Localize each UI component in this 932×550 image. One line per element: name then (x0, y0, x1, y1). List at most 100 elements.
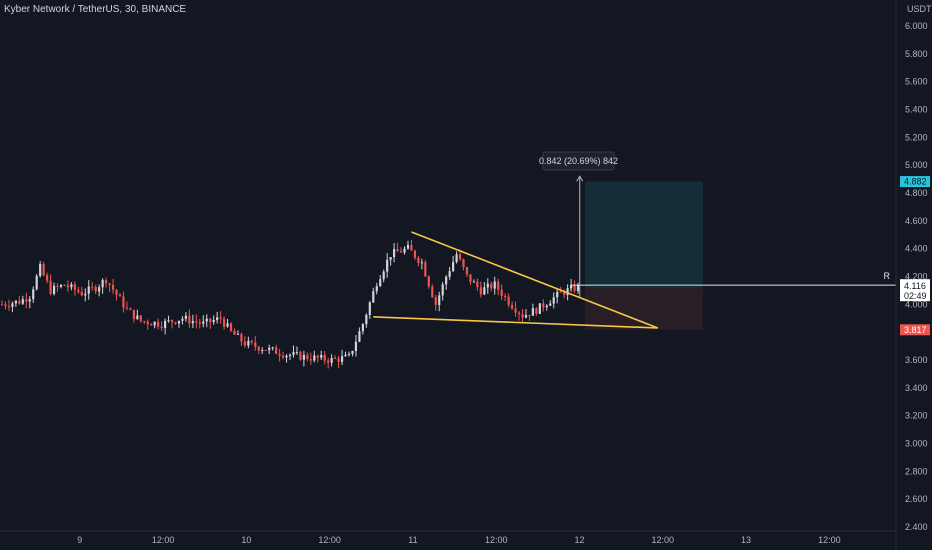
candle-body (98, 287, 101, 292)
candle-body (153, 321, 156, 326)
candle-body (70, 284, 73, 288)
candle-body (465, 267, 469, 275)
candle-body (493, 281, 496, 289)
candle-body (386, 259, 389, 272)
candle-body (163, 320, 167, 328)
y-tick-label: 5.000 (905, 160, 928, 170)
candle-body (59, 284, 63, 287)
candle-body (195, 321, 198, 323)
candle-body (288, 354, 292, 356)
candle-body (524, 314, 528, 318)
candle-body (84, 293, 87, 296)
lower-trendline (373, 316, 658, 329)
candle-body (222, 318, 226, 327)
candle-body (275, 347, 278, 354)
candle-body (337, 358, 340, 362)
candles (0, 239, 580, 369)
candle-body (406, 244, 410, 249)
stop-zone (584, 288, 703, 330)
candle-body (271, 347, 274, 349)
candle-body (250, 340, 253, 343)
candle-body (365, 314, 368, 325)
candle-body (80, 291, 83, 296)
candle-body (132, 309, 135, 319)
x-tick-label: 13 (741, 535, 751, 545)
candle-body (94, 286, 97, 292)
y-tick-label: 3.600 (905, 355, 928, 365)
candle-body (316, 355, 319, 358)
candle-body (399, 251, 403, 253)
candle-body (379, 279, 382, 287)
y-tick-label: 5.800 (905, 49, 928, 59)
candle-body (150, 324, 153, 326)
candle-body (212, 320, 215, 323)
candle-body (28, 299, 31, 302)
candle-body (146, 321, 149, 325)
candle-body (563, 291, 566, 295)
y-tick-label: 3.200 (905, 411, 928, 421)
candle-body (340, 356, 344, 362)
candle-body (25, 299, 28, 302)
candle-body (21, 299, 24, 304)
measure-label-box (542, 151, 615, 171)
candle-body (111, 284, 115, 290)
candle-body (157, 321, 160, 327)
candle-body (531, 308, 535, 316)
candle-body (66, 285, 70, 288)
candle-body (14, 300, 17, 304)
candle-body (292, 352, 295, 355)
candle-body (257, 346, 260, 351)
candle-body (42, 264, 45, 276)
currency-label: USDT (907, 4, 932, 14)
candle-body (469, 274, 472, 282)
target-zone (584, 181, 703, 289)
candle-body (101, 280, 104, 288)
candle-body (410, 244, 413, 251)
candle-body (46, 275, 49, 281)
x-tick-label: 12 (574, 535, 584, 545)
candle-body (347, 353, 351, 355)
y-tick-label: 4.600 (905, 216, 928, 226)
candle-body (240, 333, 243, 342)
candle-body (538, 303, 541, 314)
candle-body (497, 281, 500, 290)
y-tick-label: 4.000 (905, 299, 928, 309)
candle-body (219, 317, 222, 319)
candle-body (545, 305, 548, 308)
candle-body (202, 321, 205, 324)
candle-body (420, 262, 423, 264)
countdown-tag: 02:49 (904, 291, 927, 301)
candle-body (382, 271, 385, 280)
candle-body (233, 330, 236, 335)
candle-body (170, 320, 174, 323)
horizontal-line-label: R (884, 271, 891, 281)
candle-body (115, 289, 118, 295)
candle-body (528, 314, 531, 316)
candle-body (438, 295, 441, 306)
candle-body (278, 353, 281, 356)
candle-body (268, 347, 271, 351)
candle-body (500, 289, 503, 296)
y-tick-label: 5.400 (905, 105, 928, 115)
x-tick-label: 12:00 (485, 535, 508, 545)
candle-body (184, 315, 188, 319)
candle-body (91, 286, 94, 288)
candle-body (441, 284, 444, 296)
candle-body (181, 318, 184, 321)
candle-body (431, 286, 434, 298)
y-tick-label: 4.200 (905, 272, 928, 282)
candle-body (313, 355, 316, 361)
candle-body (535, 308, 538, 314)
candle-body (281, 355, 285, 358)
target-price-tag-bg (900, 176, 930, 188)
candle-body (424, 262, 427, 277)
y-tick-label: 3.400 (905, 383, 928, 393)
candle-body (542, 303, 545, 308)
candle-body (354, 341, 358, 352)
candle-body (327, 360, 330, 363)
y-tick-label: 6.000 (905, 21, 928, 31)
target-price-tag: 4.882 (904, 177, 927, 187)
x-tick-label: 10 (241, 535, 251, 545)
candle-body (413, 250, 417, 258)
